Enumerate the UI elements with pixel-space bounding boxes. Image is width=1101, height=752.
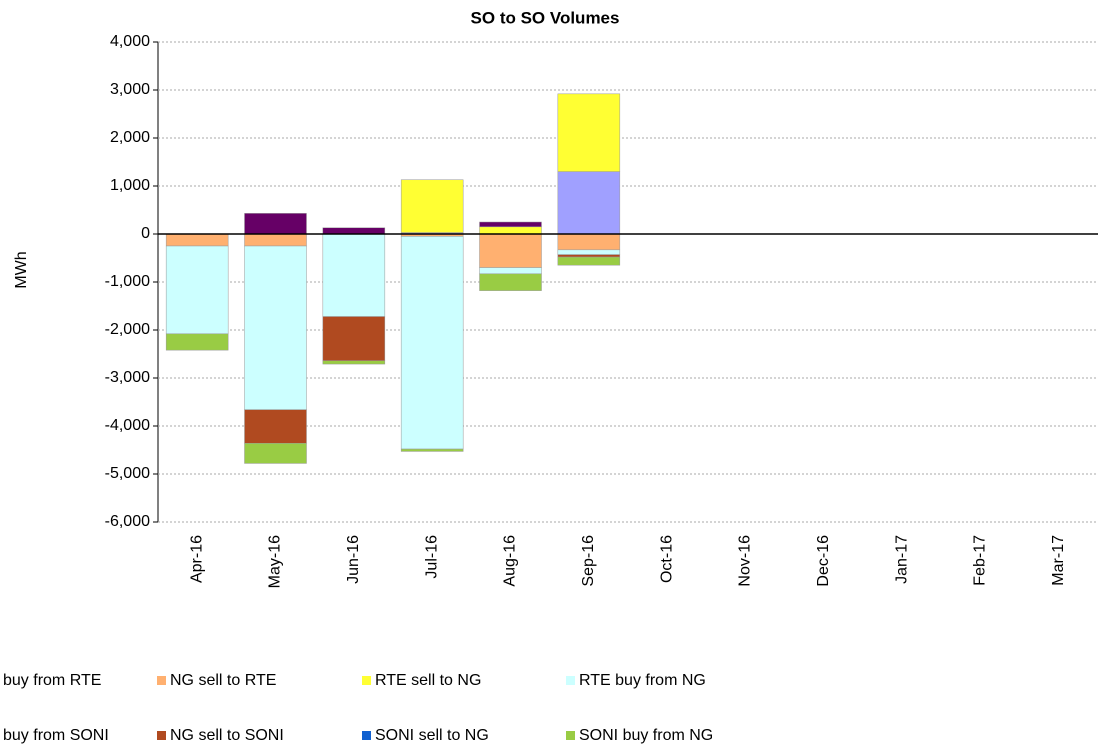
y-axis-label: MWh (13, 251, 30, 288)
bar-segment (479, 226, 542, 235)
y-tick-label: -5,000 (105, 465, 150, 482)
legend-label: buy from RTE (3, 672, 101, 689)
y-tick-label: 2,000 (110, 129, 150, 146)
bar-segment (557, 254, 621, 258)
legend-swatch (157, 731, 166, 740)
legend-swatch (362, 731, 371, 740)
x-tick-label: Aug-16 (502, 535, 519, 587)
bar-segment (479, 267, 542, 275)
bar-segment (479, 273, 542, 291)
legend-swatch (566, 676, 575, 685)
y-tick-label: -4,000 (105, 417, 150, 434)
bar-segment (322, 360, 386, 365)
bar-segment (557, 233, 621, 251)
bar-segment (244, 213, 307, 235)
y-tick-label: 3,000 (110, 81, 150, 98)
y-tick-label: -1,000 (105, 273, 150, 290)
x-tick-label: Mar-17 (1050, 535, 1067, 586)
x-tick-label: Jan-17 (893, 535, 910, 584)
bar-segment (557, 249, 621, 255)
bar-segment (165, 333, 229, 351)
bar-segment (165, 245, 229, 335)
x-tick-label: Feb-17 (972, 535, 989, 586)
x-tick-label: Jul-16 (423, 535, 440, 579)
legend-swatch (157, 676, 166, 685)
bar-segment (479, 233, 542, 268)
y-tick-label: -3,000 (105, 369, 150, 386)
legend-label: RTE sell to NG (375, 672, 481, 689)
y-tick-label: 0 (141, 225, 150, 242)
bar-segment (244, 245, 307, 410)
legend-swatch (566, 731, 575, 740)
legend-label: buy from SONI (3, 727, 109, 744)
x-tick-label: Sep-16 (580, 535, 597, 587)
y-tick-label: -6,000 (105, 513, 150, 530)
legend-label: RTE buy from NG (579, 672, 706, 689)
y-tick-label: 1,000 (110, 177, 150, 194)
legend-label: NG sell to SONI (170, 727, 284, 744)
legend-label: SONI sell to NG (375, 727, 489, 744)
bar-segment (322, 227, 386, 235)
bar-segment (479, 221, 542, 228)
bar-segment (400, 448, 464, 452)
bar-segment (557, 93, 621, 172)
x-tick-label: Oct-16 (658, 535, 675, 583)
bar-segment (322, 316, 386, 361)
x-tick-label: Dec-16 (815, 535, 832, 587)
chart-title: SO to SO Volumes (471, 8, 620, 27)
legend-swatch (362, 676, 371, 685)
x-tick-label: Jun-16 (345, 535, 362, 584)
bar-segment (165, 233, 229, 247)
bar-segment (400, 179, 464, 233)
bar-segment (400, 236, 464, 450)
y-tick-label: 4,000 (110, 33, 150, 50)
bar-segment (244, 443, 307, 464)
bar-segment (244, 409, 307, 444)
bar-segment (322, 233, 386, 317)
y-tick-label: -2,000 (105, 321, 150, 338)
legend-label: NG sell to RTE (170, 672, 276, 689)
x-tick-label: Nov-16 (737, 535, 754, 587)
bar-segment (557, 256, 621, 266)
legend-label: SONI buy from NG (579, 727, 713, 744)
bar-segment (244, 233, 307, 247)
x-tick-label: May-16 (267, 535, 284, 588)
bar-segment (557, 171, 621, 235)
x-tick-label: Apr-16 (188, 535, 205, 583)
